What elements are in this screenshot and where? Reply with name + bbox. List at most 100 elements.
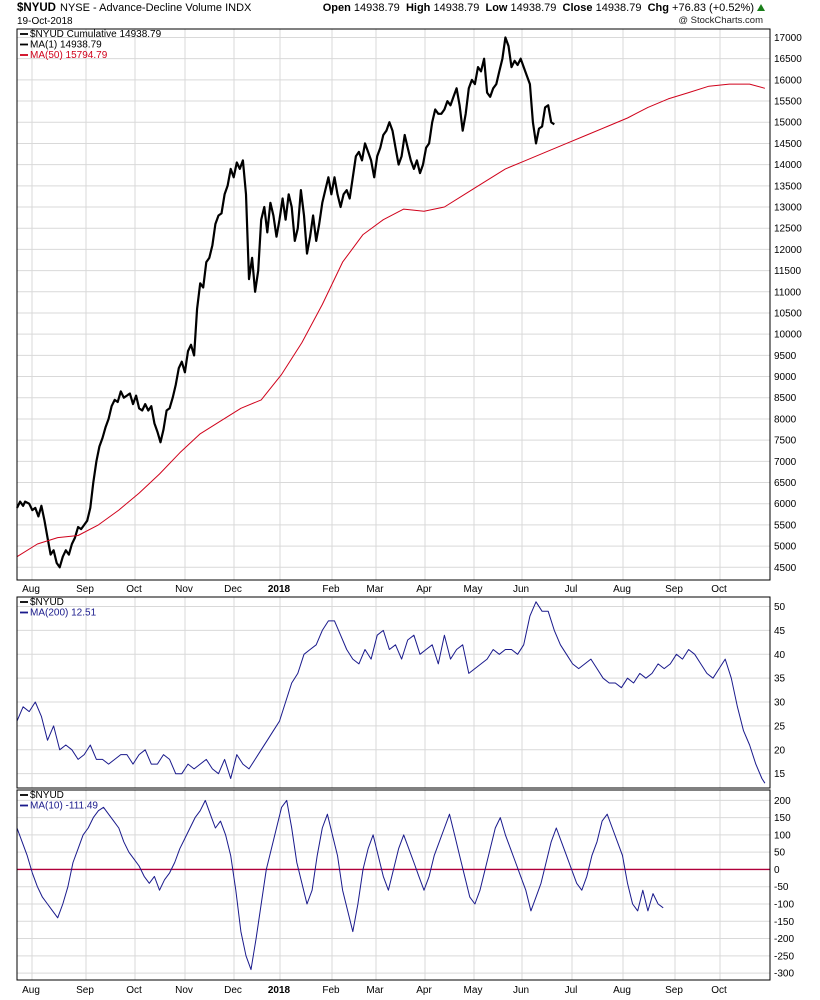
y-tick-label: 35 [774, 674, 786, 685]
y-tick-label: 50 [774, 848, 786, 859]
panel-3: -300 -250 -200 -150 -100 -50 0 50 100 150 200 $NYUD… [16, 789, 794, 996]
date-label: 19-Oct-2018 [17, 16, 73, 27]
credit-label: @ StockCharts.com [678, 15, 763, 26]
high-value: 14938.79 [433, 2, 480, 14]
x-tick-label: May [464, 985, 483, 996]
open-value: 14938.79 [353, 2, 400, 14]
y-tick-label: -250 [774, 951, 794, 962]
y-tick-label: 16500 [774, 54, 802, 65]
y-tick-label: 11000 [774, 287, 802, 298]
x-tick-label: Oct [711, 584, 727, 595]
y-tick-label: 150 [774, 813, 791, 824]
x-tick-label: Jul [565, 985, 578, 996]
open-label: Open [322, 2, 351, 14]
x-tick-label: Feb [322, 584, 340, 595]
y-tick-label: 4500 [774, 563, 797, 574]
y-tick-label: -100 [774, 900, 794, 911]
series-line--nyud-cumulative [16, 36, 555, 569]
x-tick-label: Mar [366, 985, 384, 996]
x-tick-label: Apr [416, 584, 432, 595]
y-tick-label: 9000 [774, 372, 797, 383]
x-tick-label: May [464, 584, 483, 595]
y-tick-label: -150 [774, 917, 794, 928]
ohlc-readout: Open 14938.79 High 14938.79 Low 14938.79… [323, 2, 765, 14]
legend-label: MA(200) 12.51 [30, 608, 97, 619]
low-value: 14938.79 [510, 2, 557, 14]
x-tick-label: Aug [613, 584, 631, 595]
y-tick-label: 17000 [774, 33, 802, 44]
low-label: Low [485, 2, 508, 14]
x-tick-label: Dec [224, 584, 242, 595]
x-tick-label: Nov [175, 985, 193, 996]
series-line-ma-10- [16, 799, 664, 971]
x-tick-label: 2018 [268, 584, 291, 595]
x-tick-label: Oct [126, 985, 142, 996]
x-tick-label: Dec [224, 985, 242, 996]
y-tick-label: 7000 [774, 457, 797, 468]
y-tick-label: 11500 [774, 266, 802, 277]
y-tick-label: 15 [774, 769, 786, 780]
chg-value: +76.83 (+0.52%) [672, 2, 754, 14]
y-tick-label: 9500 [774, 351, 797, 362]
x-tick-label: Sep [76, 584, 94, 595]
x-tick-label: Feb [322, 985, 340, 996]
y-tick-label: 12500 [774, 224, 802, 235]
y-tick-label: 5500 [774, 520, 797, 531]
y-tick-label: 200 [774, 796, 791, 807]
y-tick-label: 20 [774, 745, 786, 756]
y-tick-label: -300 [774, 969, 794, 980]
y-tick-label: 6500 [774, 478, 797, 489]
x-tick-label: Oct [711, 985, 727, 996]
series-line-ma-200- [16, 601, 766, 784]
y-tick-label: 0 [774, 865, 780, 876]
y-tick-label: 5000 [774, 542, 797, 553]
close-value: 14938.79 [595, 2, 642, 14]
y-tick-label: 6000 [774, 499, 797, 510]
y-tick-label: 7500 [774, 436, 797, 447]
y-tick-label: 14000 [774, 160, 802, 171]
y-tick-label: 45 [774, 626, 786, 637]
legend-label: $NYUD [30, 790, 64, 801]
x-tick-label: Mar [366, 584, 384, 595]
x-tick-label: Sep [76, 985, 94, 996]
x-tick-label: Jun [513, 985, 529, 996]
y-tick-label: 13500 [774, 181, 802, 192]
panel-frame [16, 596, 771, 789]
y-tick-label: 13000 [774, 203, 802, 214]
y-tick-label: 25 [774, 721, 786, 732]
y-tick-label: 10500 [774, 308, 802, 319]
x-tick-label: Nov [175, 584, 193, 595]
x-tick-label: Aug [22, 985, 40, 996]
legend-label: MA(10) -111.49 [30, 801, 98, 812]
y-tick-label: -50 [774, 882, 789, 893]
y-tick-label: 10000 [774, 330, 802, 341]
y-tick-label: -200 [774, 934, 794, 945]
x-tick-label: Jul [565, 584, 578, 595]
chg-label: Chg [647, 2, 669, 14]
legend-label: $NYUD [30, 597, 64, 608]
description-label: NYSE - Advance-Decline Volume INDX [60, 2, 252, 14]
y-tick-label: 12000 [774, 245, 802, 256]
x-tick-label: Oct [126, 584, 142, 595]
high-label: High [405, 2, 431, 14]
up-arrow-icon [757, 4, 765, 11]
x-tick-label: Sep [665, 584, 683, 595]
y-tick-label: 15500 [774, 97, 802, 108]
y-tick-label: 100 [774, 830, 791, 841]
y-tick-label: 50 [774, 602, 786, 613]
y-tick-label: 8500 [774, 393, 797, 404]
y-tick-label: 30 [774, 698, 786, 709]
y-tick-label: 8000 [774, 414, 797, 425]
x-tick-label: Sep [665, 985, 683, 996]
x-tick-label: Jun [513, 584, 529, 595]
y-tick-label: 14500 [774, 139, 802, 150]
legend-label: MA(50) 15794.79 [30, 50, 108, 61]
series-line-ma-50- [16, 83, 766, 558]
close-label: Close [562, 2, 593, 14]
legend-label: $NYUD Cumulative 14938.79 [30, 29, 162, 40]
panel-frame [16, 789, 771, 981]
symbol-label: $NYUD [17, 2, 56, 14]
